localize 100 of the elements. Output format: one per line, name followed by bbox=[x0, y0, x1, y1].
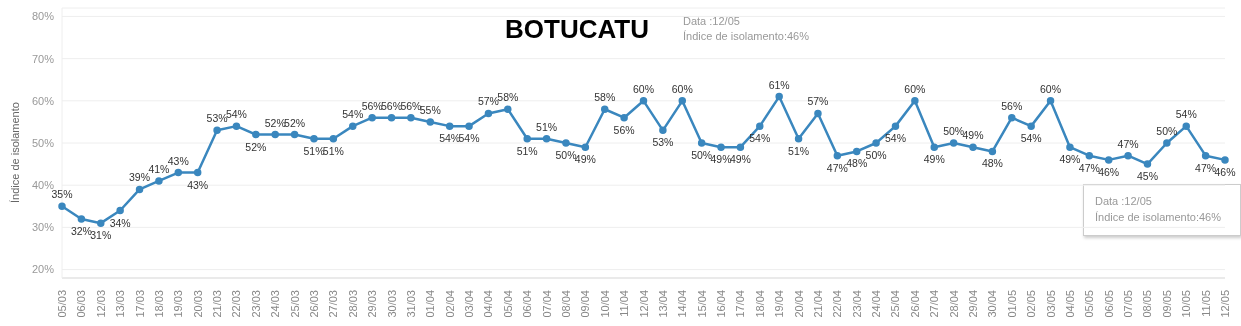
data-label: 51% bbox=[516, 144, 538, 157]
x-tick-label: 04/04 bbox=[482, 290, 495, 318]
x-tick-label: 15/04 bbox=[695, 290, 708, 318]
x-tick-label: 01/04 bbox=[424, 290, 437, 318]
y-tick-label: 30% bbox=[31, 221, 55, 234]
data-label: 60% bbox=[1040, 82, 1062, 95]
x-tick-label: 05/03 bbox=[56, 290, 68, 318]
x-tick-label: 20/03 bbox=[191, 290, 204, 318]
data-label: 57% bbox=[807, 95, 829, 108]
x-tick-label: 08/04 bbox=[559, 290, 572, 318]
data-label: 54% bbox=[1175, 108, 1197, 121]
x-tick-label: 18/03 bbox=[152, 290, 165, 318]
data-label: 54% bbox=[458, 132, 480, 145]
x-tick-label: 24/03 bbox=[269, 290, 282, 318]
data-label: 50% bbox=[865, 149, 887, 161]
x-tick-label: 30/03 bbox=[385, 290, 398, 318]
x-tick-label: 03/05 bbox=[1044, 290, 1057, 318]
data-label: 53% bbox=[652, 136, 674, 149]
x-tick-label: 24/04 bbox=[870, 290, 883, 318]
x-tick-label: 31/03 bbox=[404, 290, 417, 318]
data-label: 60% bbox=[632, 82, 655, 95]
x-tick-label: 25/04 bbox=[889, 290, 902, 318]
data-label: 48% bbox=[981, 157, 1003, 170]
y-axis-title: Índice de isolamento bbox=[8, 102, 21, 203]
chart-title: BOTUCATU bbox=[505, 14, 649, 45]
y-tick-label: 50% bbox=[31, 136, 55, 149]
data-label: 56% bbox=[613, 123, 635, 136]
x-tick-label: 18/04 bbox=[753, 290, 766, 318]
x-tick-label: 29/04 bbox=[967, 290, 980, 318]
data-label: 54% bbox=[342, 108, 364, 121]
x-tick-label: 26/04 bbox=[908, 290, 921, 318]
y-tick-label: 70% bbox=[31, 52, 55, 65]
annotation: Índice de isolamento:46% bbox=[1095, 210, 1222, 225]
data-label: 32% bbox=[70, 224, 92, 237]
x-tick-label: 05/04 bbox=[501, 290, 514, 318]
data-label: 55% bbox=[419, 103, 441, 116]
x-tick-label: 28/03 bbox=[346, 290, 359, 318]
x-tick-label: 02/04 bbox=[443, 290, 456, 318]
data-label: 45% bbox=[1136, 170, 1158, 183]
annotation: Índice de isolamento:46% bbox=[683, 29, 809, 44]
info-box: Data :12/05 Índice de isolamento:46% bbox=[1083, 184, 1241, 236]
x-tick-label: 06/03 bbox=[75, 290, 88, 318]
data-label: 47% bbox=[826, 161, 848, 174]
data-label: 57% bbox=[477, 95, 499, 108]
data-label: 46% bbox=[1098, 165, 1120, 178]
data-label: 61% bbox=[768, 78, 790, 91]
x-tick-label: 22/04 bbox=[831, 290, 844, 318]
x-tick-label: 11/05 bbox=[1199, 290, 1212, 317]
data-label: 43% bbox=[167, 154, 189, 167]
y-tick-label: 80% bbox=[31, 10, 55, 23]
x-tick-label: 21/04 bbox=[811, 290, 824, 318]
x-tick-label: 12/04 bbox=[637, 290, 650, 318]
x-tick-label: 20/04 bbox=[792, 290, 805, 318]
data-label: 51% bbox=[536, 120, 558, 133]
data-label: 47% bbox=[1117, 137, 1139, 150]
x-tick-label: 07/04 bbox=[540, 290, 553, 318]
annotation: Data :12/05 bbox=[1095, 194, 1153, 209]
data-label: 49% bbox=[1059, 153, 1081, 166]
x-tick-label: 09/04 bbox=[579, 290, 592, 318]
data-label: 54% bbox=[439, 132, 461, 145]
x-tick-label: 02/05 bbox=[1025, 290, 1038, 318]
x-tick-label: 23/04 bbox=[850, 290, 863, 318]
x-tick-label: 23/03 bbox=[249, 290, 262, 318]
data-label: 51% bbox=[788, 144, 810, 157]
x-tick-label: 27/03 bbox=[327, 290, 340, 318]
x-tick-label: 12/03 bbox=[94, 290, 107, 318]
data-label: 54% bbox=[884, 132, 906, 145]
x-tick-label: 04/05 bbox=[1063, 290, 1076, 318]
x-tick-label: 08/05 bbox=[1141, 290, 1154, 318]
x-tick-label: 13/04 bbox=[656, 290, 669, 318]
x-tick-label: 11/04 bbox=[618, 290, 631, 317]
data-label: 52% bbox=[245, 140, 267, 153]
x-tick-label: 26/03 bbox=[307, 290, 320, 318]
x-tick-label: 30/04 bbox=[986, 290, 999, 318]
data-label: 31% bbox=[90, 229, 112, 242]
data-label: 60% bbox=[671, 82, 693, 95]
x-tick-label: 09/05 bbox=[1160, 290, 1173, 318]
annotation: Data :12/05 bbox=[683, 14, 741, 29]
x-tick-label: 21/03 bbox=[211, 290, 224, 318]
x-tick-label: 01/05 bbox=[1005, 290, 1018, 318]
x-tick-label: 05/05 bbox=[1083, 290, 1096, 318]
x-tick-label: 19/04 bbox=[773, 290, 786, 318]
x-tick-label: 25/03 bbox=[288, 290, 301, 318]
data-label: 50% bbox=[1156, 125, 1178, 137]
x-tick-label: 14/04 bbox=[676, 290, 689, 318]
x-tick-label: 29/03 bbox=[366, 290, 379, 318]
x-tick-label: 17/04 bbox=[734, 290, 747, 318]
y-tick-label: 60% bbox=[31, 94, 55, 107]
x-tick-label: 10/04 bbox=[598, 290, 611, 318]
x-tick-label: 22/03 bbox=[230, 290, 243, 318]
data-label: 54% bbox=[749, 132, 771, 145]
x-tick-label: 06/04 bbox=[521, 290, 534, 318]
x-tick-label: 17/03 bbox=[133, 290, 146, 318]
x-tick-label: 12/05 bbox=[1219, 290, 1231, 318]
x-tick-label: 03/04 bbox=[463, 290, 476, 318]
x-tick-label: 10/05 bbox=[1180, 290, 1193, 318]
data-label: 41% bbox=[148, 162, 170, 175]
x-tick-label: 19/03 bbox=[172, 290, 185, 318]
x-tick-label: 07/05 bbox=[1122, 290, 1135, 318]
data-label: 56% bbox=[1001, 99, 1023, 112]
